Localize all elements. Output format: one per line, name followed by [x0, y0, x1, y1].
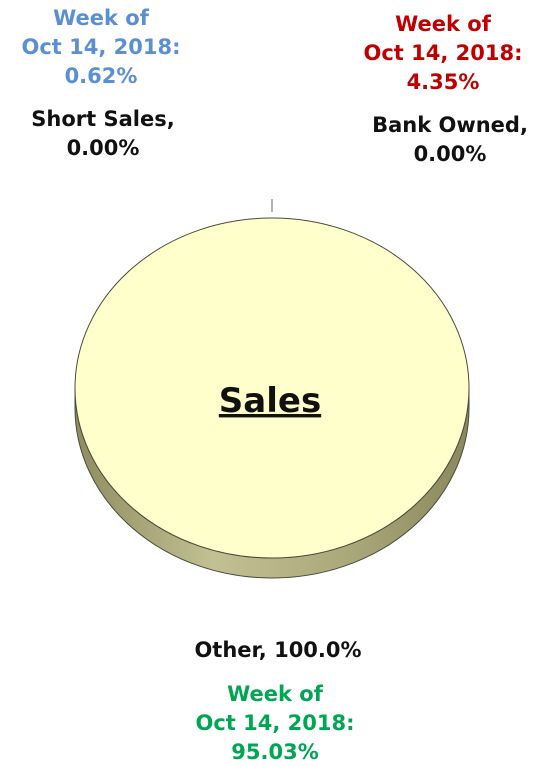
other-week-label: Week of Oct 14, 2018: 95.03% — [160, 680, 390, 767]
other-week-heading: Week of — [227, 682, 323, 706]
other-week-date: Oct 14, 2018: — [195, 711, 355, 735]
short-sales-week-value: 0.62% — [64, 64, 138, 88]
bank-owned-pct: 0.00% — [413, 142, 487, 166]
short-sales-week-label: Week of Oct 14, 2018: 0.62% — [0, 4, 202, 91]
other-name-pct: Other, 100.0% — [194, 638, 362, 662]
short-sales-name: Short Sales, — [31, 107, 175, 131]
other-week-value: 95.03% — [231, 740, 319, 764]
bank-owned-week-value: 4.35% — [406, 70, 480, 94]
short-sales-pct: 0.00% — [66, 136, 140, 160]
pie-center-title: Sales — [219, 381, 321, 421]
bank-owned-week-label: Week of Oct 14, 2018: 4.35% — [345, 10, 541, 97]
bank-owned-week-heading: Week of — [395, 12, 491, 36]
other-slice-label: Other, 100.0% — [150, 636, 406, 665]
short-sales-slice-label: Short Sales, 0.00% — [0, 105, 206, 163]
bank-owned-week-date: Oct 14, 2018: — [363, 41, 523, 65]
short-sales-week-date: Oct 14, 2018: — [21, 35, 181, 59]
short-sales-week-heading: Week of — [53, 6, 149, 30]
bank-owned-slice-label: Bank Owned, 0.00% — [355, 111, 542, 169]
bank-owned-name: Bank Owned, — [372, 113, 528, 137]
pie-slice-other — [74, 217, 470, 559]
